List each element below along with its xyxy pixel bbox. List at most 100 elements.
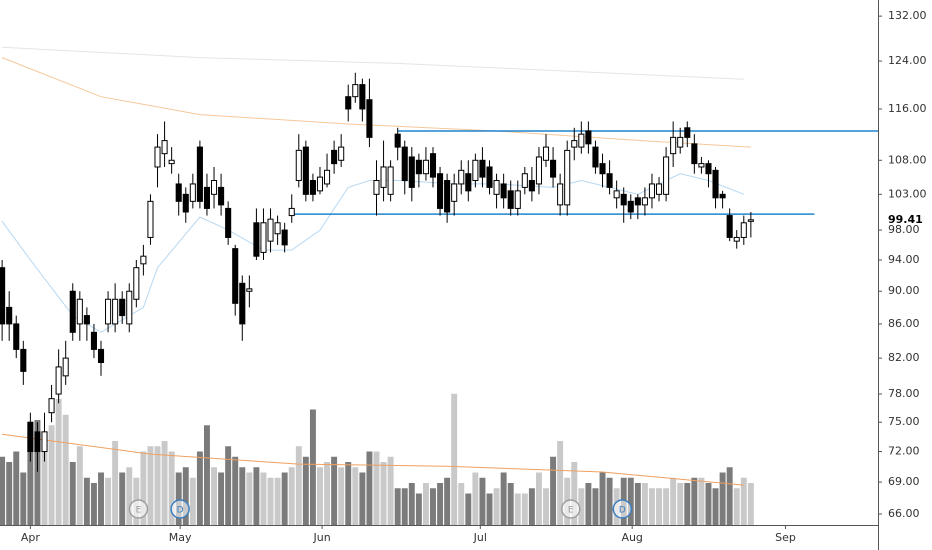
volume-bar [719, 472, 726, 525]
candle-body [302, 146, 309, 195]
event-label: D [177, 506, 184, 516]
moving-average [2, 46, 744, 80]
volume-bar [444, 477, 451, 525]
x-tick-label: Aug [621, 531, 642, 544]
y-tick-label: 66.00 [888, 507, 920, 520]
candle-body [69, 290, 76, 333]
volume-bar [451, 393, 458, 525]
candle-body [514, 190, 521, 209]
candle-body [260, 222, 267, 253]
volume-bar [627, 477, 634, 525]
volume-bar [705, 483, 712, 525]
volume-bar [387, 456, 394, 525]
candle-body [557, 183, 564, 206]
x-tick-label: Apr [21, 531, 41, 544]
volume-bar [232, 456, 239, 525]
volume-bar [606, 477, 613, 525]
volume-bar [663, 488, 670, 525]
volume-bar [90, 483, 97, 525]
volume-bar [472, 472, 479, 525]
volume-bar [507, 483, 514, 525]
candle-body [500, 183, 507, 199]
volume-bar [338, 467, 345, 525]
volume-bar [366, 451, 373, 525]
candle-body [34, 431, 41, 453]
volume-bar [76, 446, 83, 525]
y-tick-label: 108.00 [888, 153, 927, 166]
candle-body [147, 200, 154, 238]
volume-bar [147, 446, 154, 525]
volume-bar [557, 441, 564, 525]
candle-body [13, 323, 20, 350]
volume-bar [331, 456, 338, 525]
volume-bar [189, 477, 196, 525]
candle-body [175, 183, 182, 202]
volume-bar [740, 477, 747, 525]
candle-body [592, 146, 599, 168]
candle-body [585, 130, 592, 145]
volume-bar [599, 472, 606, 525]
candle-body [133, 267, 140, 300]
candle-body [698, 163, 705, 168]
volume-bar [691, 477, 698, 525]
candle-body [182, 193, 189, 213]
volume-bar [656, 488, 662, 525]
axes-layer: 132.00 124.00 116.00 108.00 103.00 98.00 94.00… [21, 9, 927, 544]
candle-body [663, 156, 670, 195]
candle-body [528, 180, 535, 192]
candle-body [338, 146, 345, 161]
volume-bar [465, 493, 472, 525]
candle-body [83, 315, 90, 325]
volume-bar [196, 451, 203, 525]
candle-body [203, 186, 211, 209]
volume-bar [161, 441, 168, 525]
volume-bar [13, 451, 20, 525]
volume-bar [182, 467, 189, 525]
price-layer [0, 46, 878, 472]
candle-body [20, 348, 27, 372]
volume-bar [309, 409, 316, 525]
volume-bar [500, 472, 507, 525]
volume-bar [112, 441, 119, 525]
volume-bar [34, 420, 41, 525]
candle-body [458, 169, 465, 185]
event-marker [612, 499, 633, 519]
candle-body [55, 366, 62, 395]
candle-body [225, 207, 232, 238]
candle-body [345, 96, 352, 110]
volume-bar [543, 488, 549, 525]
y-tick-label: 72.00 [888, 445, 920, 458]
volume-bar [521, 493, 528, 525]
volume-bar [380, 462, 387, 525]
moving-average [1, 57, 751, 148]
candle-body [380, 166, 387, 188]
candle-body [76, 298, 83, 325]
event-label: E [568, 506, 574, 516]
candle-body [408, 156, 415, 188]
volume-bar [98, 472, 104, 525]
volume-bar [0, 456, 6, 525]
volume-bar [246, 472, 253, 525]
volume-bar [684, 483, 691, 525]
candle-body [401, 146, 408, 182]
volume-bar [211, 467, 217, 525]
candle-body [105, 298, 112, 325]
candle-body [719, 193, 726, 199]
x-tick-label: Jun [313, 531, 331, 544]
y-tick-label: 132.00 [888, 9, 927, 22]
volume-bar [733, 488, 740, 525]
volume-bar [437, 483, 444, 525]
volume-bar [479, 477, 486, 525]
event-label: D [619, 506, 626, 516]
volume-bar [726, 467, 733, 525]
candle-body [253, 222, 260, 257]
x-tick-label: Jul [473, 531, 487, 544]
volume-bar [225, 446, 232, 525]
y-tick-label: 86.00 [888, 317, 920, 330]
volume-bar [260, 472, 267, 525]
candle-body [267, 218, 274, 242]
volume-bar [430, 488, 436, 525]
volume-bar [324, 462, 331, 525]
